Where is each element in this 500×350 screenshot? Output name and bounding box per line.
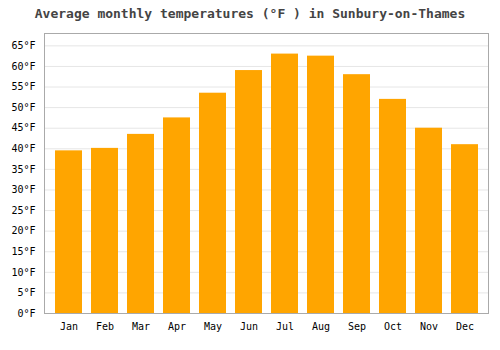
svg-text:20°F: 20°F — [11, 225, 35, 236]
svg-text:Apr: Apr — [168, 321, 186, 332]
svg-text:Nov: Nov — [420, 321, 438, 332]
svg-text:65°F: 65°F — [11, 40, 35, 51]
svg-text:May: May — [204, 321, 222, 332]
svg-text:Aug: Aug — [312, 321, 330, 332]
svg-text:15°F: 15°F — [11, 246, 35, 257]
html-text:Average monthly temperatures (: Average monthly temperatures (°F ) in Su… — [34, 6, 466, 21]
svg-text:Dec: Dec — [456, 321, 474, 332]
svg-text:25°F: 25°F — [11, 205, 35, 216]
svg-text:Mar: Mar — [132, 321, 150, 332]
svg-text:Jan: Jan — [60, 321, 78, 332]
svg-text:35°F: 35°F — [11, 164, 35, 175]
svg-text:Jun: Jun — [240, 321, 258, 332]
svg-text:60°F: 60°F — [11, 61, 35, 72]
svg-text:Sep: Sep — [348, 321, 366, 332]
svg-text:40°F: 40°F — [11, 143, 35, 154]
svg-text:55°F: 55°F — [11, 81, 35, 92]
svg-text:10°F: 10°F — [11, 267, 35, 278]
svg-text:Oct: Oct — [384, 321, 402, 332]
svg-text:5°F: 5°F — [17, 287, 35, 298]
svg-text:Jul: Jul — [276, 321, 294, 332]
svg-text:Feb: Feb — [96, 321, 114, 332]
svg-text:50°F: 50°F — [11, 102, 35, 113]
svg-text:30°F: 30°F — [11, 184, 35, 195]
svg-text:0°F: 0°F — [17, 308, 35, 319]
svg-text:45°F: 45°F — [11, 122, 35, 133]
